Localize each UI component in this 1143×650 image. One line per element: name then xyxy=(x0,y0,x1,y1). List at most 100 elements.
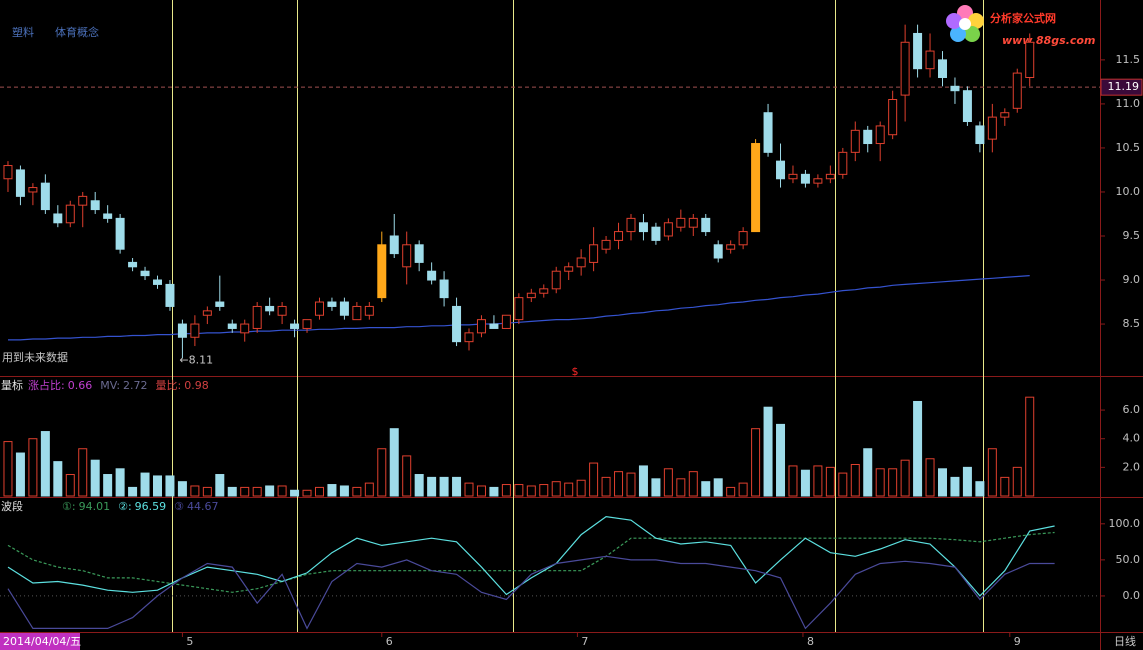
volume-bar xyxy=(1000,476,1010,497)
volume-bar xyxy=(576,479,586,497)
legend-value: 44.67 xyxy=(187,500,219,513)
candle-body xyxy=(327,301,337,307)
stat-value: 2.72 xyxy=(123,379,148,392)
panel-title: 波段 xyxy=(1,499,23,513)
volume-bar xyxy=(439,476,449,497)
volume-bar xyxy=(875,468,885,497)
candle-body xyxy=(726,244,736,250)
volume-bar xyxy=(339,485,349,497)
tag[interactable]: 体育概念 xyxy=(55,25,99,39)
candle-body xyxy=(40,182,50,211)
candle-body xyxy=(913,32,923,70)
candle-body xyxy=(701,217,711,233)
logo-url: www.88gs.com xyxy=(1002,34,1095,47)
volume-bar xyxy=(589,462,599,497)
volume-bar xyxy=(825,466,835,497)
candle-body xyxy=(987,116,997,140)
candle-body xyxy=(763,112,773,153)
volume-bar xyxy=(663,468,673,497)
panel-title: 量标 xyxy=(1,378,23,392)
candle-body xyxy=(252,305,262,329)
candle-body xyxy=(302,319,312,329)
stat-label: 涨占比: xyxy=(28,378,65,392)
low-label: ←8.11 xyxy=(179,353,213,366)
volume-bar xyxy=(962,466,972,497)
indicator-line xyxy=(7,531,1055,593)
candle-body xyxy=(962,90,972,123)
volume-bar xyxy=(165,475,175,497)
candle-body xyxy=(377,244,387,299)
volume-bar xyxy=(925,458,935,497)
candle-body xyxy=(514,297,524,321)
candle-body xyxy=(152,279,162,285)
volume-bar xyxy=(103,474,113,497)
volume-bar xyxy=(501,484,511,497)
y-tick-label: 6.0 xyxy=(1123,403,1141,416)
candle-body xyxy=(838,151,848,175)
y-tick-label: 50.0 xyxy=(1116,553,1141,566)
volume-bar xyxy=(40,431,50,497)
candle-body xyxy=(389,235,399,255)
volume-bar xyxy=(975,481,985,497)
candle-body xyxy=(190,323,200,338)
candle-body xyxy=(103,213,113,219)
volume-bar xyxy=(987,448,997,497)
volume-bar xyxy=(713,478,723,497)
tag[interactable]: 塑料 xyxy=(12,25,34,39)
candle-body xyxy=(825,173,835,180)
volume-bar xyxy=(240,486,250,497)
volume-bar xyxy=(28,438,38,497)
candle-body xyxy=(339,301,349,316)
volume-bar xyxy=(389,428,399,497)
candle-body xyxy=(576,257,586,268)
candle-body xyxy=(751,143,761,233)
volume-bar xyxy=(414,474,424,497)
candle-body xyxy=(663,222,673,237)
candle-body xyxy=(589,244,599,263)
y-tick-label: 10.0 xyxy=(1116,185,1141,198)
candle-body xyxy=(364,305,374,316)
candle-body xyxy=(676,217,686,228)
candle-body xyxy=(713,244,723,259)
candle-body xyxy=(788,173,798,180)
candle-body xyxy=(1012,72,1022,109)
y-tick-label: 100.0 xyxy=(1109,517,1141,530)
candle-body xyxy=(875,125,885,145)
candle-body xyxy=(950,85,960,92)
candle-body xyxy=(476,319,486,334)
candle-body xyxy=(227,323,237,329)
volume-bar xyxy=(476,485,486,497)
candle-body xyxy=(177,323,187,338)
candle-body xyxy=(651,226,661,241)
stat-label: MV: xyxy=(100,379,120,392)
volume-bar xyxy=(314,486,324,497)
volume-bar xyxy=(427,476,437,497)
volume-bar xyxy=(78,448,88,497)
candle-body xyxy=(526,292,536,299)
volume-bar xyxy=(539,484,549,497)
legend-name: ②: xyxy=(118,500,132,513)
note: 用到未来数据 xyxy=(2,350,68,364)
candle-body xyxy=(165,283,175,307)
volume-bar xyxy=(227,486,237,497)
volume-bar xyxy=(489,486,499,497)
candle-body xyxy=(439,279,449,299)
volume-bar xyxy=(290,489,300,497)
candle-body xyxy=(128,261,138,268)
y-tick-label: 9.0 xyxy=(1123,273,1141,286)
volume-bar xyxy=(551,481,561,497)
volume-bar xyxy=(177,481,187,497)
volume-bar xyxy=(601,476,611,497)
volume-bar xyxy=(950,476,960,497)
volume-bar xyxy=(215,474,225,497)
volume-bar xyxy=(15,452,25,497)
candle-body xyxy=(638,222,648,233)
period[interactable]: 日线 xyxy=(1114,634,1136,648)
candle-body xyxy=(551,270,561,290)
y-tick-label: 9.5 xyxy=(1123,229,1141,242)
volume-bar xyxy=(888,468,898,497)
candle-body xyxy=(925,50,935,70)
y-tick-label: 10.5 xyxy=(1116,141,1141,154)
candle-body xyxy=(427,270,437,281)
